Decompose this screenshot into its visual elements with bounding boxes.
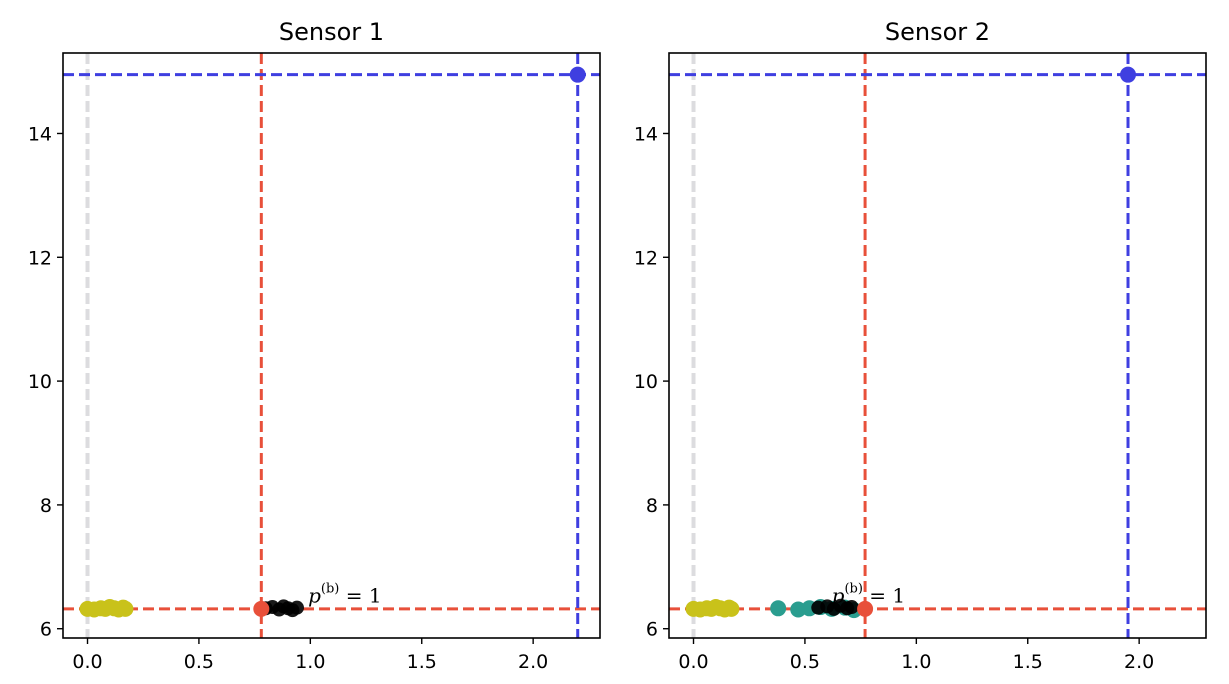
plot-area <box>669 53 1206 638</box>
x-tick-label: 2.0 <box>1124 651 1154 673</box>
data-point <box>844 600 859 615</box>
x-tick-label: 2.0 <box>518 651 548 673</box>
x-tick-label: 0.0 <box>72 651 102 673</box>
data-point <box>723 600 740 617</box>
x-tick-label: 0.5 <box>790 651 820 673</box>
y-tick-label: 8 <box>40 495 52 517</box>
data-point <box>289 600 304 615</box>
data-point <box>117 600 134 617</box>
data-point <box>253 600 270 617</box>
y-tick-label: 8 <box>646 495 658 517</box>
y-tick-label: 12 <box>634 247 658 269</box>
y-tick-label: 6 <box>646 619 658 641</box>
axes-frame <box>668 52 1207 639</box>
x-tick-label: 1.0 <box>295 651 325 673</box>
series-4 <box>857 600 874 617</box>
data-point <box>569 66 586 83</box>
subplot-1: 0.0 0.5 1.0 1.5 2.0 6 8 10 12 14 Sensor 1 p(b) = 1 <box>28 18 601 673</box>
y-tick-label: 14 <box>28 123 52 145</box>
data-point <box>857 600 874 617</box>
x-tick-label: 0.0 <box>678 651 708 673</box>
series-1 <box>79 599 134 618</box>
y-tick-label: 10 <box>28 371 52 393</box>
series-5 <box>1120 66 1137 83</box>
annotation-text: p(b) = 1 <box>308 582 381 608</box>
annotation-text: p(b) = 1 <box>832 582 905 608</box>
series-3 <box>253 600 270 617</box>
subplot-2: 0.0 0.5 1.0 1.5 2.0 6 8 10 12 14 Sensor 2 p(b) = 1 <box>634 18 1207 673</box>
y-tick-label: 12 <box>28 247 52 269</box>
chart-title: Sensor 1 <box>279 18 384 46</box>
x-tick-label: 1.5 <box>407 651 437 673</box>
data-point <box>1120 66 1137 83</box>
x-tick-label: 1.5 <box>1013 651 1043 673</box>
x-tick-label: 0.5 <box>184 651 214 673</box>
series-4 <box>569 66 586 83</box>
chart-title: Sensor 2 <box>885 18 990 46</box>
y-tick-label: 6 <box>40 619 52 641</box>
y-tick-label: 14 <box>634 123 658 145</box>
axes-frame <box>62 52 601 639</box>
data-point <box>770 600 787 617</box>
plot-area <box>63 53 600 638</box>
series-3 <box>811 598 859 616</box>
series-1 <box>685 599 740 618</box>
y-tick-label: 10 <box>634 371 658 393</box>
x-tick-label: 1.0 <box>901 651 931 673</box>
